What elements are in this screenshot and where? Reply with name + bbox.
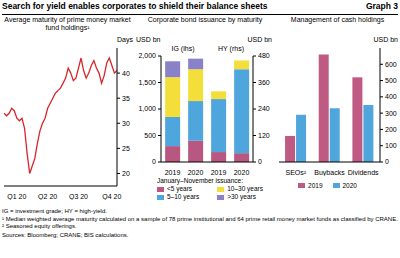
html-text:USD bn: USD bn	[247, 36, 272, 43]
html-text:HY (rhs): HY (rhs)	[218, 45, 244, 52]
svg-text:200: 200	[385, 126, 392, 133]
svg-text:2019: 2019	[211, 169, 227, 176]
svg-text:100: 100	[385, 142, 392, 149]
svg-text:2019: 2019	[165, 169, 181, 176]
svg-text:360: 360	[258, 79, 270, 86]
svg-text:2,000: 2,000	[138, 52, 156, 59]
html-text:Sources: Bloomberg; CRANE; BIS: Sources: Bloomberg; CRANE; BIS calculati…	[2, 231, 129, 238]
svg-text:600: 600	[385, 61, 392, 68]
svg-text:Q1 20: Q1 20	[8, 193, 26, 200]
html-text:USD bn: USD bn	[136, 36, 161, 43]
svg-text:Q2 20: Q2 20	[38, 193, 57, 200]
html-text:Management of cash holdings: Management of cash holdings	[290, 16, 385, 23]
html-text:¹ Median weighted average matu: ¹ Median weighted average maturity calcu…	[2, 215, 398, 229]
html-text:January–November issuance:: January–November issuance:	[157, 177, 243, 184]
svg-text:35: 35	[122, 95, 130, 102]
svg-text:120: 120	[258, 132, 270, 139]
svg-text:2020: 2020	[234, 169, 250, 176]
svg-text:0: 0	[152, 158, 156, 165]
html-text:Days: Days	[117, 36, 133, 43]
html-text:IG = investment grade; HY = hi: IG = investment grade; HY = high-yield.	[2, 208, 107, 214]
svg-text:400: 400	[385, 93, 392, 100]
svg-text:500: 500	[385, 77, 392, 84]
html-text:5–10 years: 5–10 years	[167, 193, 200, 200]
svg-text:Q4 20: Q4 20	[102, 193, 121, 200]
html-text:2019: 2019	[308, 182, 323, 189]
html-text:Graph 3: Graph 3	[365, 1, 398, 11]
html-text:USD bn: USD bn	[373, 36, 398, 43]
svg-text:SEOs²: SEOs²	[286, 169, 307, 176]
html-text:>30 years: >30 years	[227, 193, 256, 200]
svg-text:25: 25	[122, 145, 130, 152]
svg-text:40: 40	[122, 70, 130, 77]
svg-text:0: 0	[258, 158, 262, 165]
html-text:Search for yield enables corpo: Search for yield enables corporates to s…	[2, 1, 268, 11]
svg-text:1,000: 1,000	[138, 105, 156, 112]
html-text:2020: 2020	[342, 182, 357, 189]
html-text:Corporate bond issuance by mat: Corporate bond issuance by maturity	[147, 16, 263, 23]
svg-text:Q3 20: Q3 20	[69, 193, 88, 200]
html-text:Average maturity of prime mone: Average maturity of prime money market f…	[4, 16, 131, 31]
html-text:10–30 years: 10–30 years	[227, 185, 263, 192]
svg-text:30: 30	[122, 120, 130, 127]
svg-text:1,500: 1,500	[138, 79, 156, 86]
svg-text:240: 240	[258, 105, 270, 112]
svg-text:300: 300	[385, 110, 392, 117]
svg-text:0: 0	[385, 158, 389, 165]
svg-text:Buybacks: Buybacks	[314, 169, 345, 176]
svg-text:480: 480	[258, 52, 270, 59]
svg-text:Dividends: Dividends	[348, 169, 379, 176]
svg-text:20: 20	[122, 170, 130, 177]
svg-text:500: 500	[144, 132, 156, 139]
svg-text:2020: 2020	[188, 169, 204, 176]
html-text:IG (lhs): IG (lhs)	[171, 45, 195, 52]
html-text:<5 years: <5 years	[167, 185, 193, 192]
